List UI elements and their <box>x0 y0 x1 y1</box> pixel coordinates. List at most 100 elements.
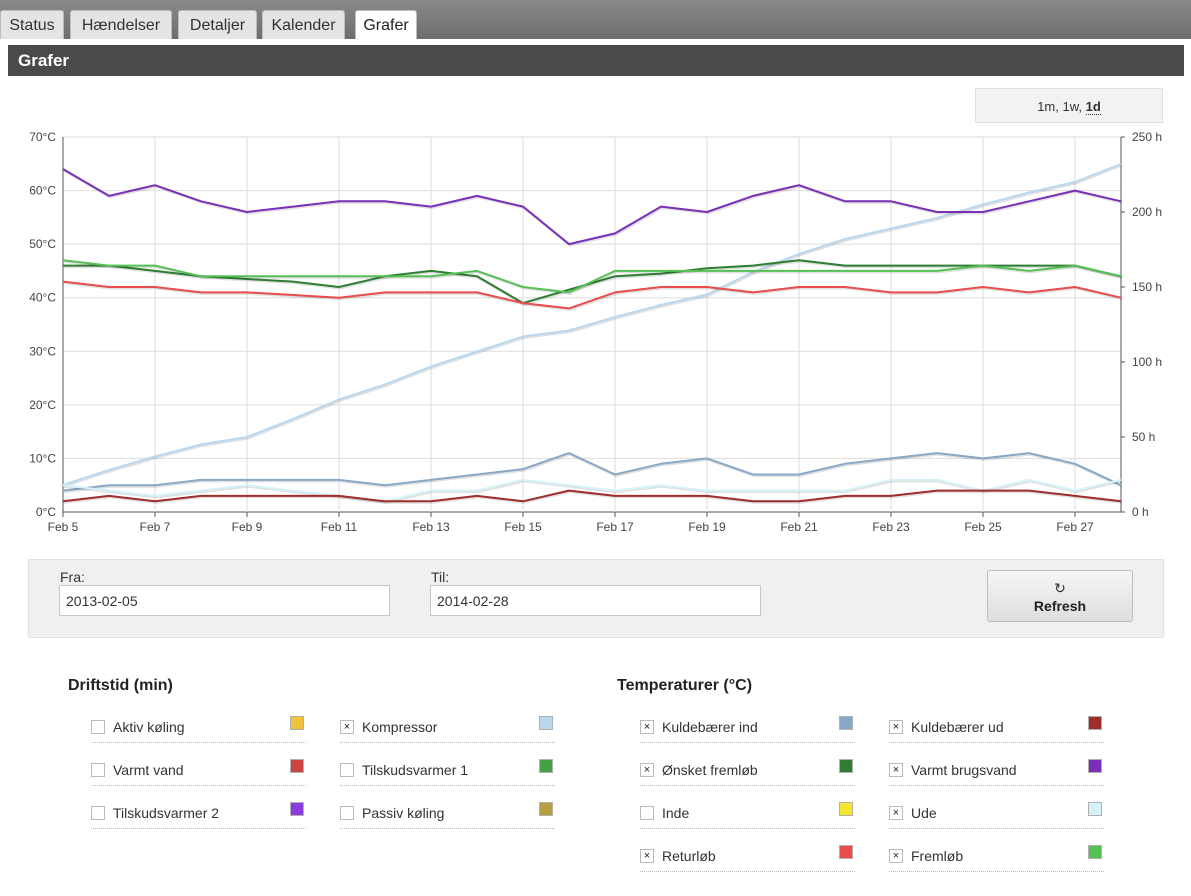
from-label: Fra: <box>60 569 85 585</box>
legend-color-swatch <box>539 802 553 816</box>
legend-label: Tilskudsvarmer 2 <box>113 805 220 821</box>
legend-label: Passiv køling <box>362 805 445 821</box>
legend-color-swatch <box>1088 802 1102 816</box>
series-line-fremløb <box>62 259 1122 294</box>
tab-detaljer[interactable]: Detaljer <box>178 10 257 39</box>
series-shadow-kompressor <box>63 163 1123 488</box>
y-left-tick-label: 40°C <box>29 291 56 305</box>
series-line-kuldebærer-ind <box>62 452 1122 492</box>
legend-label: Varmt vand <box>113 762 184 778</box>
legend-label: Inde <box>662 805 690 821</box>
driftstid-title: Driftstid (min) <box>68 677 173 694</box>
range-1m[interactable]: 1m <box>1037 99 1056 114</box>
legend-item-tilskudsvarmer-1[interactable]: Tilskudsvarmer 1 <box>340 759 555 786</box>
tab-bar: Status Hændelser Detaljer Kalender Grafe… <box>0 0 1191 40</box>
legend-color-swatch <box>839 845 853 859</box>
tab-kalender[interactable]: Kalender <box>262 10 345 39</box>
legend-checkbox[interactable]: × <box>340 720 354 734</box>
y-left-tick-label: 50°C <box>29 237 56 251</box>
range-1d[interactable]: 1d <box>1085 99 1101 115</box>
legend-checkbox[interactable] <box>340 763 354 777</box>
refresh-button[interactable]: ↻ Refresh <box>987 570 1133 622</box>
series-line-kompressor <box>62 163 1122 486</box>
legend-item-tilskudsvarmer-2[interactable]: Tilskudsvarmer 2 <box>91 802 306 829</box>
x-tick-label: Feb 11 <box>321 520 358 534</box>
legend-checkbox[interactable] <box>340 806 354 820</box>
refresh-label: Refresh <box>1033 598 1087 614</box>
legend-color-swatch <box>839 802 853 816</box>
series-line-varmt-brugsvand <box>62 168 1122 246</box>
y-left-tick-label: 70°C <box>29 130 56 144</box>
legend-item-ude[interactable]: × Ude <box>889 802 1104 829</box>
legend-checkbox[interactable]: × <box>889 720 903 734</box>
legend-color-swatch <box>290 802 304 816</box>
legend-item-ønsket-fremløb[interactable]: × Ønsket fremløb <box>640 759 855 786</box>
legend-item-kuldebærer-ud[interactable]: × Kuldebærer ud <box>889 716 1104 743</box>
y-right-tick-label: 150 h <box>1132 280 1162 294</box>
range-1w[interactable]: 1w <box>1062 99 1079 114</box>
y-right-tick-label: 200 h <box>1132 205 1162 219</box>
y-left-tick-label: 10°C <box>29 451 56 465</box>
tab-haendelser[interactable]: Hændelser <box>70 10 172 39</box>
legend-label: Ønsket fremløb <box>662 762 758 778</box>
legend-item-aktiv-køling[interactable]: Aktiv køling <box>91 716 306 743</box>
series-line-ude <box>62 478 1122 503</box>
legend-checkbox[interactable] <box>91 806 105 820</box>
y-right-tick-label: 250 h <box>1132 130 1162 144</box>
temperaturer-title: Temperaturer (°C) <box>617 677 753 694</box>
refresh-icon: ↻ <box>1054 580 1066 596</box>
y-left-tick-label: 20°C <box>29 398 56 412</box>
x-tick-label: Feb 19 <box>688 520 726 534</box>
legend-checkbox[interactable]: × <box>640 720 654 734</box>
x-tick-label: Feb 21 <box>780 520 818 534</box>
x-tick-label: Feb 23 <box>872 520 910 534</box>
x-tick-label: Feb 7 <box>140 520 171 534</box>
y-right-tick-label: 100 h <box>1132 355 1162 369</box>
legend-checkbox[interactable]: × <box>640 763 654 777</box>
y-left-tick-label: 0°C <box>36 505 56 519</box>
x-tick-label: Feb 17 <box>596 520 634 534</box>
range-separator: , <box>1078 99 1086 114</box>
legend-label: Kuldebærer ind <box>662 719 758 735</box>
legend-item-returløb[interactable]: × Returløb <box>640 845 855 872</box>
to-date-input[interactable] <box>430 585 761 616</box>
x-tick-label: Feb 27 <box>1056 520 1094 534</box>
legend-color-swatch <box>290 716 304 730</box>
tab-grafer[interactable]: Grafer <box>355 10 417 40</box>
legend-label: Ude <box>911 805 937 821</box>
content-panel <box>0 39 1191 896</box>
line-chart: 0°C 10°C 20°C 30°C 40°C 50°C 60°C 70°C Feb 5 Feb … <box>29 130 1162 534</box>
legend-checkbox[interactable]: × <box>889 849 903 863</box>
legend-color-swatch <box>839 716 853 730</box>
legend-item-varmt-vand[interactable]: Varmt vand <box>91 759 306 786</box>
series-shadow-varmt-brugsvand <box>63 168 1123 247</box>
tab-status[interactable]: Status <box>0 10 64 39</box>
legend-label: Varmt brugsvand <box>911 762 1017 778</box>
legend-color-swatch <box>1088 716 1102 730</box>
series-shadow-returløb <box>63 281 1123 311</box>
legend-item-fremløb[interactable]: × Fremløb <box>889 845 1104 872</box>
y-right-tick-label: 0 h <box>1132 505 1149 519</box>
legend-checkbox[interactable] <box>91 720 105 734</box>
range-separator: , <box>1055 99 1063 114</box>
legend-label: Returløb <box>662 848 716 864</box>
legend-item-passiv-køling[interactable]: Passiv køling <box>340 802 555 829</box>
legend-label: Aktiv køling <box>113 719 185 735</box>
legend-checkbox[interactable] <box>91 763 105 777</box>
legend-item-varmt-brugsvand[interactable]: × Varmt brugsvand <box>889 759 1104 786</box>
from-date-input[interactable] <box>59 585 390 616</box>
range-selector: 1m, 1w, 1d <box>975 88 1163 123</box>
legend-color-swatch <box>539 759 553 773</box>
legend-checkbox[interactable]: × <box>640 849 654 863</box>
legend-color-swatch <box>1088 845 1102 859</box>
legend-checkbox[interactable]: × <box>889 806 903 820</box>
x-tick-label: Feb 5 <box>48 520 79 534</box>
to-label: Til: <box>431 569 450 585</box>
legend-item-kompressor[interactable]: × Kompressor <box>340 716 555 743</box>
legend-checkbox[interactable]: × <box>889 763 903 777</box>
legend-item-inde[interactable]: Inde <box>640 802 855 829</box>
legend-item-kuldebærer-ind[interactable]: × Kuldebærer ind <box>640 716 855 743</box>
series-line-returløb <box>62 280 1122 310</box>
legend-checkbox[interactable] <box>640 806 654 820</box>
x-tick-label: Feb 15 <box>504 520 542 534</box>
